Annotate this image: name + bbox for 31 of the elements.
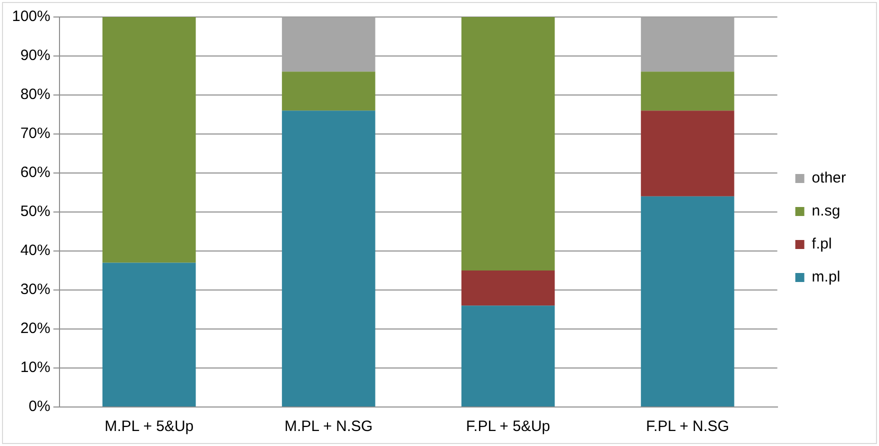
bar <box>640 196 734 406</box>
x-tick-label: F.PL + N.SG <box>646 418 730 436</box>
bar <box>282 17 376 72</box>
bar <box>461 270 555 306</box>
bar <box>640 110 734 196</box>
bar <box>282 72 376 111</box>
bar <box>102 262 196 406</box>
legend-label: n.sg <box>812 202 840 220</box>
y-tick-label: 20% <box>20 320 50 338</box>
legend-label: f.pl <box>812 236 832 253</box>
y-tick-label: 10% <box>20 359 50 376</box>
x-tick-label: M.PL + N.SG <box>284 418 373 436</box>
bar <box>461 17 555 270</box>
y-tick-label: 60% <box>20 164 50 182</box>
legend-label: m.pl <box>812 268 840 286</box>
y-tick-label: 80% <box>20 86 50 104</box>
x-tick-label: F.PL + 5&Up <box>466 418 550 436</box>
x-tick-label: M.PL + 5&Up <box>104 418 194 436</box>
bar <box>102 17 196 263</box>
bar <box>640 17 734 72</box>
y-tick-label: 30% <box>20 281 50 298</box>
legend-label: other <box>812 170 846 187</box>
y-tick-label: 0% <box>28 398 50 416</box>
y-tick-label: 50% <box>20 203 50 220</box>
bar <box>640 72 734 111</box>
y-tick-label: 100% <box>12 8 50 26</box>
bar <box>282 110 376 406</box>
y-tick-label: 70% <box>20 125 50 142</box>
y-tick-label: 40% <box>20 242 50 260</box>
y-tick-label: 90% <box>20 47 50 64</box>
bar <box>461 306 555 406</box>
